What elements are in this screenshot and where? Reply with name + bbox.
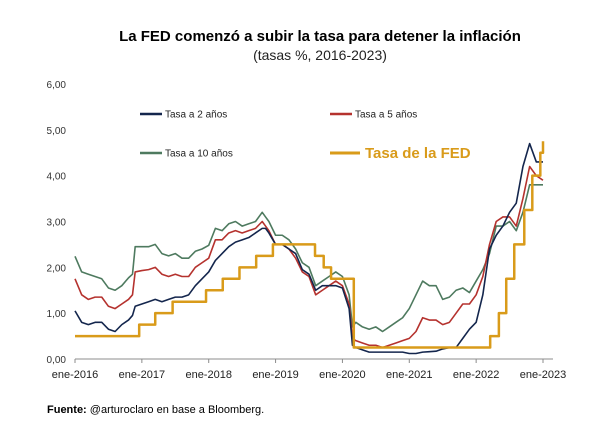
series-line-tasa-a-10-a-os xyxy=(74,184,543,333)
legend-label: Tasa a 10 años xyxy=(165,149,233,160)
y-tick-label: 3,00 xyxy=(47,218,67,229)
x-tick-label: ene-2016 xyxy=(52,369,99,381)
chart-subtitle: (tasas %, 2016-2023) xyxy=(253,47,387,63)
source-text: @arturoclaro en base a Bloomberg. xyxy=(86,404,265,416)
x-tick-label: ene-2021 xyxy=(386,369,433,381)
legend-label: Tasa a 5 años xyxy=(355,110,417,121)
x-tick-label: ene-2017 xyxy=(119,369,166,381)
x-tick-label: ene-2023 xyxy=(520,369,567,381)
y-tick-label: 4,00 xyxy=(47,172,67,183)
x-tick-label: ene-2018 xyxy=(185,369,232,381)
x-axis: ene-2016 ene-2017 ene-2018 ene-2019 ene-2020… xyxy=(52,358,567,381)
series-line-tasa-a-5-a-os xyxy=(74,165,544,349)
y-tick-label: 2,00 xyxy=(47,263,67,274)
chart-title: La FED comenzó a subir la tasa para dete… xyxy=(119,28,521,45)
legend-label: Tasa de la FED xyxy=(365,145,471,162)
y-tick-label: 1,00 xyxy=(47,309,67,320)
legend-label: Tasa a 2 años xyxy=(165,110,227,121)
y-axis-tick-labels: 0,00 1,00 2,00 3,00 4,00 5,00 6,00 xyxy=(47,80,67,366)
legend: Tasa a 2 años Tasa a 5 años Tasa a 10 años… xyxy=(140,110,471,162)
y-tick-label: 6,00 xyxy=(47,80,67,91)
series-line-tasa-de-la-fed xyxy=(75,141,545,349)
y-tick-label: 5,00 xyxy=(47,126,67,137)
series-lines xyxy=(74,141,545,355)
source-label: Fuente: xyxy=(47,404,87,416)
y-tick-label: 0,00 xyxy=(47,355,67,366)
x-tick-label: ene-2019 xyxy=(252,369,299,381)
x-tick-label: ene-2020 xyxy=(319,369,366,381)
series-line-tasa-a-2-a-os xyxy=(74,142,543,355)
source-note: Fuente: @arturoclaro en base a Bloomberg… xyxy=(47,404,264,416)
x-tick-label: ene-2022 xyxy=(453,369,500,381)
